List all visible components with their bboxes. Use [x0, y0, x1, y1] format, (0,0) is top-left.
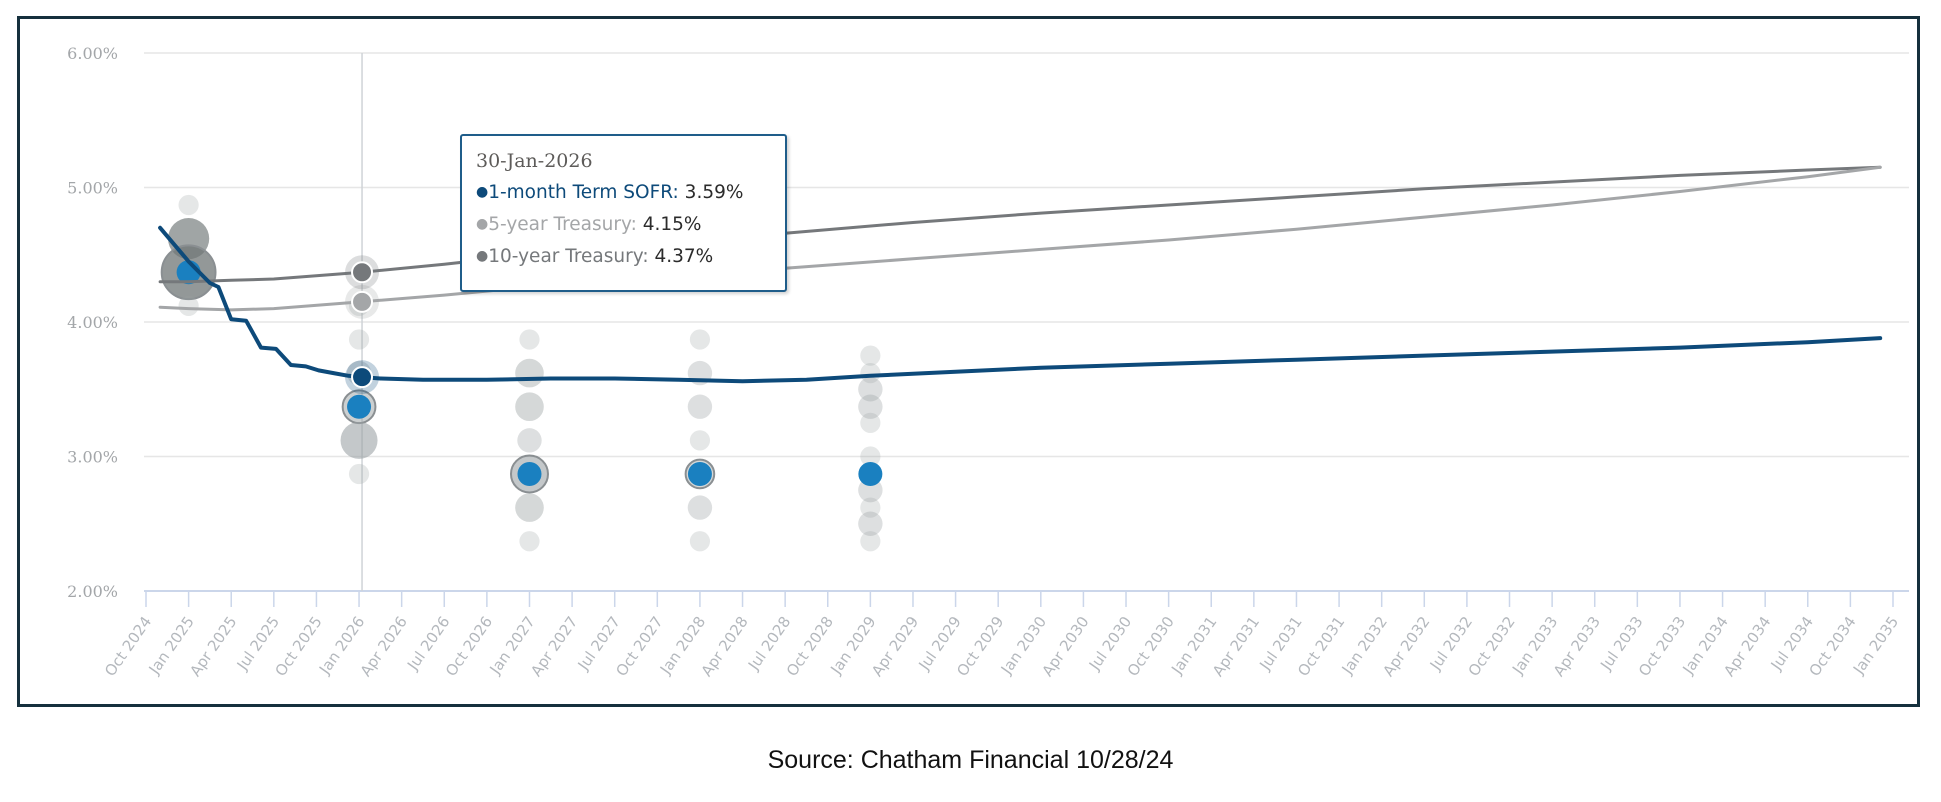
sofr-legend-dot-icon: ● [476, 184, 489, 200]
y-tick-label: 5.00% [67, 179, 118, 198]
dot-plot-bubble [687, 394, 713, 419]
dot-plot-median-marker [347, 394, 372, 419]
dot-plot-bubble [860, 363, 881, 384]
tooltip-5y-label: 5-year Treasury: [488, 214, 637, 235]
dot-plot-bubble [687, 495, 713, 520]
grid-lines [144, 52, 1909, 458]
series-line-1-month-term-sofr [158, 225, 1883, 384]
tooltip-10y-label: 10-year Treasury: [488, 246, 649, 267]
tooltip-10y-value: 4.37% [654, 246, 714, 267]
dot-plot-bubble [517, 428, 542, 453]
tooltip-row-sofr: ●1-month Term SOFR: 3.59% [476, 182, 743, 203]
y-tick-label: 3.00% [67, 448, 118, 467]
5y-legend-dot-icon: ● [476, 216, 489, 232]
y-tick-label: 4.00% [67, 313, 118, 332]
dot-plot-clusters [160, 194, 883, 552]
dot-plot-bubble [858, 377, 883, 402]
hover-marker [351, 366, 374, 389]
dot-plot-bubble [515, 493, 544, 522]
hover-marker [351, 261, 374, 284]
series-lines [158, 165, 1883, 384]
y-axis: 2.00% 3.00% 4.00% 5.00% 6.00% [67, 44, 118, 601]
dot-cluster-jan-2027 [509, 329, 549, 552]
dot-plot-bubble [515, 392, 544, 422]
hover-markers [345, 255, 380, 395]
dot-plot-bubble [860, 345, 881, 366]
dot-plot-median-marker [517, 461, 542, 486]
dot-cluster-jan-2028 [684, 329, 716, 552]
tooltip-row-10y: ●10-year Treasury: 4.37% [476, 246, 713, 267]
dot-plot-bubble [689, 430, 711, 451]
y-tick-label: 2.00% [67, 582, 118, 601]
dot-plot-bubble [860, 412, 881, 433]
dot-plot-bubble [178, 295, 199, 316]
tooltip-row-5y: ●5-year Treasury: 4.15% [476, 214, 701, 235]
tooltip: 30-Jan-2026 ●1-month Term SOFR: 3.59% ●5… [460, 134, 787, 292]
dot-plot-bubble [519, 531, 540, 552]
dot-plot-bubble [519, 329, 540, 350]
dot-plot-bubble [858, 511, 883, 536]
dot-plot-bubble [689, 531, 711, 552]
series-line-10-year-treasury [158, 165, 1882, 284]
tooltip-sofr-label: 1-month Term SOFR: [488, 182, 679, 203]
dot-plot-median-marker [687, 461, 712, 486]
chart-frame: 2.00% 3.00% 4.00% 5.00% 6.00% Oct 2024 Jan 20… [17, 16, 1920, 707]
y-tick-label: 6.00% [67, 44, 118, 63]
dot-cluster-jan-2025 [160, 194, 217, 316]
dot-plot-bubble [860, 531, 881, 552]
dot-cluster-jan-2029 [858, 345, 883, 552]
dot-plot-median-marker [858, 461, 883, 486]
dot-plot-bubble [860, 446, 881, 467]
dot-plot-bubble [178, 194, 199, 216]
10y-legend-dot-icon: ● [476, 248, 489, 264]
tooltip-5y-value: 4.15% [642, 214, 702, 235]
dot-plot-bubble [689, 329, 711, 350]
source-caption: Source: Chatham Financial 10/28/24 [767, 746, 1174, 774]
dot-plot-bubble [858, 394, 883, 419]
tooltip-sofr-value: 3.59% [684, 182, 744, 203]
hover-marker [351, 290, 374, 313]
dot-plot-bubble [860, 497, 881, 518]
dot-plot-bubble [348, 329, 370, 350]
dot-plot-bubble [348, 463, 370, 485]
dot-plot-bubble [515, 358, 544, 388]
series-line-5-year-treasury [158, 165, 1882, 312]
dot-plot-bubble [340, 421, 378, 459]
tooltip-date: 30-Jan-2026 [476, 150, 593, 172]
x-tick-label: Oct 2024 [101, 613, 155, 680]
